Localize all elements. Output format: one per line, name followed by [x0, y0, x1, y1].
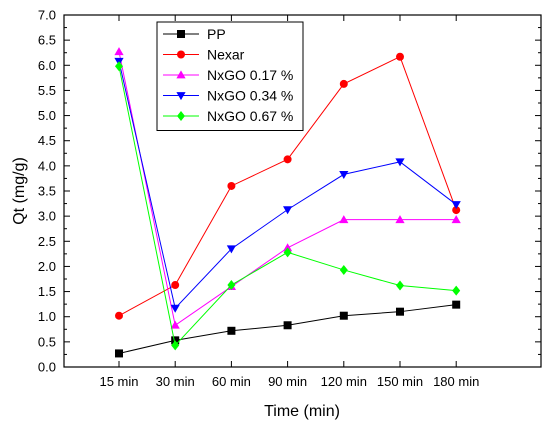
legend-marker	[177, 30, 185, 38]
y-tick-label: 2.0	[38, 259, 56, 274]
y-tick-label: 4.5	[38, 133, 56, 148]
data-point	[452, 300, 461, 309]
x-tick-label: 60 min	[212, 374, 251, 389]
data-point	[339, 79, 348, 88]
data-point	[170, 320, 180, 329]
x-axis: 15 min 30 min 60 min 90 min 120 min 150 min 18…	[99, 15, 479, 389]
y-axis-title: Qt (mg/g)	[11, 157, 28, 225]
data-point	[451, 201, 461, 210]
data-point	[115, 311, 123, 320]
legend-marker	[177, 50, 185, 59]
data-point	[395, 158, 405, 167]
legend-marker	[177, 111, 185, 121]
data-point	[339, 264, 348, 275]
y-tick-label: 2.5	[38, 234, 56, 249]
y-tick-label: 1.0	[38, 309, 56, 324]
legend-marker	[176, 70, 186, 79]
series-layer	[114, 47, 461, 358]
y-tick-label: 0.0	[38, 360, 56, 375]
x-tick-label: 15 min	[99, 374, 138, 389]
legend-label: NxGO 0.67 %	[207, 108, 293, 124]
series-nxgo-0-34	[114, 57, 461, 313]
data-point	[283, 206, 293, 215]
data-point	[339, 311, 348, 320]
data-point	[396, 307, 404, 316]
y-tick-label: 4.0	[38, 158, 56, 173]
y-tick-label: 6.5	[38, 33, 56, 48]
y-tick-label: 0.5	[38, 334, 56, 349]
y-tick-label: 5.0	[38, 108, 56, 123]
data-point	[170, 304, 180, 313]
data-point	[283, 321, 292, 330]
data-point	[115, 61, 123, 72]
legend-label: NxGO 0.34 %	[207, 88, 293, 104]
data-point	[115, 349, 123, 358]
data-point	[171, 281, 180, 290]
legend: PP Nexar NxGO 0.17 % NxGO 0.34 % NxGO 0.67 %	[156, 21, 304, 131]
data-point	[452, 285, 461, 296]
legend-label: NxGO 0.17 %	[207, 67, 293, 83]
series-pp	[115, 300, 461, 358]
data-point	[227, 181, 236, 190]
y-tick-label: 1.5	[38, 284, 56, 299]
y-tick-label: 7.0	[38, 8, 56, 23]
data-point	[283, 247, 292, 258]
x-tick-label: 90 min	[268, 374, 307, 389]
x-tick-label: 30 min	[156, 374, 195, 389]
legend-label: Nexar	[207, 47, 245, 63]
y-tick-label: 5.5	[38, 83, 56, 98]
y-tick-label: 3.5	[38, 184, 56, 199]
data-point	[396, 52, 404, 61]
x-tick-label: 120 min	[321, 374, 367, 389]
y-tick-label: 6.0	[38, 58, 56, 73]
legend-label: PP	[207, 26, 226, 42]
data-point	[171, 336, 180, 345]
data-point	[227, 280, 236, 291]
legend-marker	[176, 92, 186, 101]
data-point	[226, 245, 236, 254]
data-point	[227, 326, 236, 335]
data-point	[283, 243, 293, 252]
data-point	[339, 215, 349, 224]
data-point	[114, 47, 124, 56]
data-point	[339, 171, 349, 180]
data-point	[283, 155, 292, 164]
y-tick-label: 3.0	[38, 209, 56, 224]
series-nexar	[115, 52, 461, 320]
series-nxgo-0-67	[115, 61, 461, 351]
data-point	[395, 215, 405, 224]
x-tick-label: 180 min	[433, 374, 479, 389]
data-point	[451, 215, 461, 224]
y-axis: 0.0 0.5 1.0 1.5 2.0 2.5 3.0 3.5 4.0 4.5 5.0 5.5 6.0 6…	[38, 8, 541, 375]
data-point	[396, 280, 404, 291]
data-point	[171, 340, 180, 351]
data-point	[452, 206, 461, 215]
x-axis-title: Time (min)	[264, 403, 340, 420]
x-tick-label: 150 min	[377, 374, 423, 389]
